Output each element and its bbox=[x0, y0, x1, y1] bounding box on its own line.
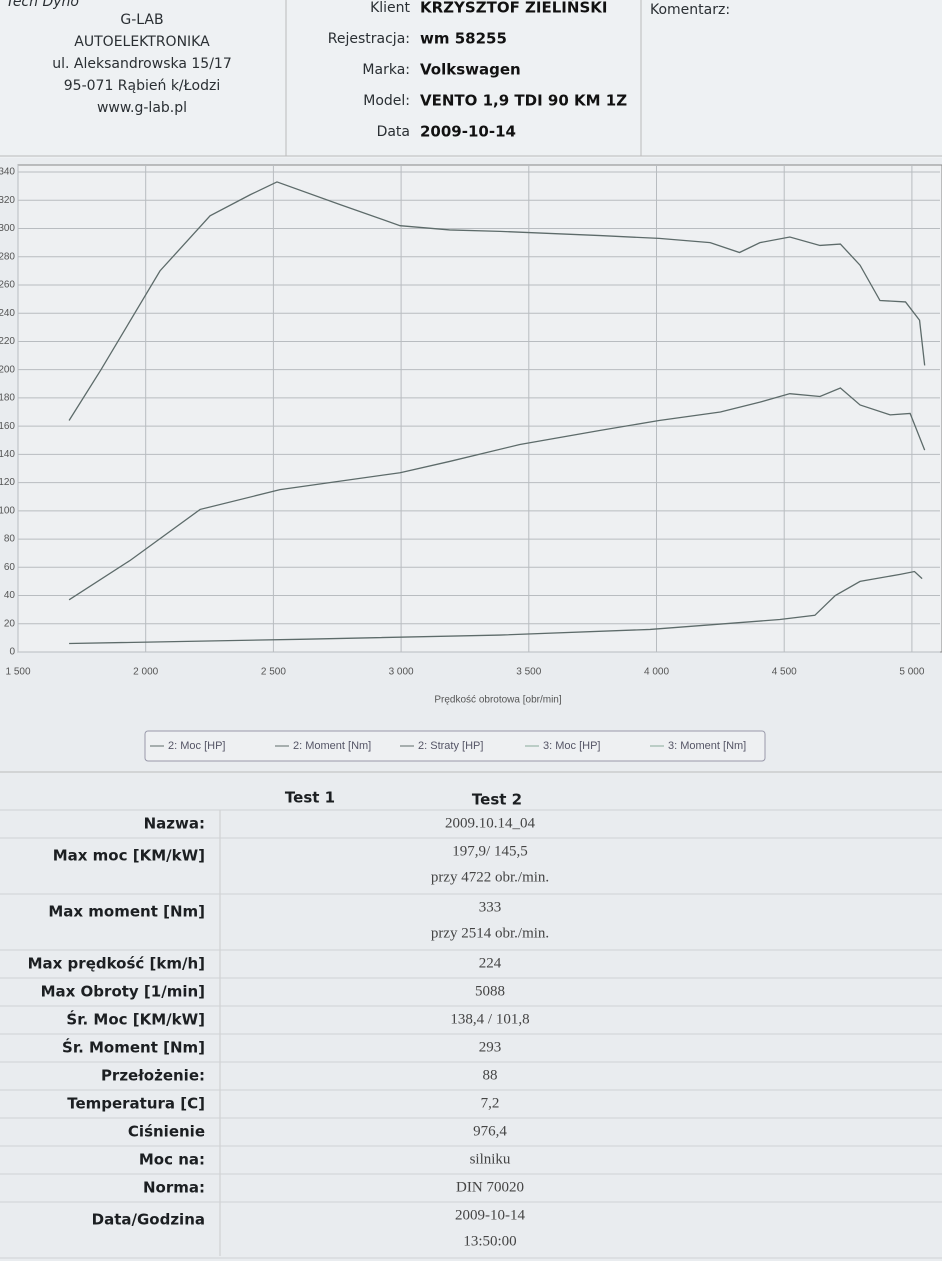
row-value: przy 2514 obr./min. bbox=[431, 925, 549, 941]
legend-label: 3: Moc [HP] bbox=[543, 740, 600, 752]
row-label: Ciśnienie bbox=[128, 1123, 205, 1141]
field-value: VENTO 1,9 TDI 90 KM 1Z bbox=[420, 92, 627, 110]
x-tick-label: 2 000 bbox=[133, 667, 158, 678]
x-axis-label: Prędkość obrotowa [obr/min] bbox=[434, 695, 562, 706]
field-label: Rejestracja: bbox=[328, 31, 410, 47]
y-tick-label: 160 bbox=[0, 421, 15, 432]
row-label: Moc na: bbox=[139, 1151, 205, 1169]
comment-label: Komentarz: bbox=[650, 2, 730, 18]
y-tick-label: 200 bbox=[0, 364, 15, 375]
row-label: Max prędkość [km/h] bbox=[28, 955, 205, 973]
company-line: AUTOELEKTRONIKA bbox=[74, 34, 210, 50]
company-line: G-LAB bbox=[120, 12, 163, 28]
row-value: DIN 70020 bbox=[456, 1179, 524, 1195]
y-tick-label: 60 bbox=[4, 562, 16, 573]
row-label: Norma: bbox=[143, 1179, 205, 1197]
y-tick-label: 300 bbox=[0, 223, 15, 234]
x-tick-label: 4 500 bbox=[772, 667, 797, 678]
y-tick-label: 240 bbox=[0, 308, 15, 319]
y-tick-label: 220 bbox=[0, 336, 15, 347]
x-tick-label: 3 000 bbox=[389, 667, 414, 678]
row-label: Temperatura [C] bbox=[67, 1095, 205, 1113]
y-tick-label: 0 bbox=[9, 647, 15, 658]
y-tick-label: 140 bbox=[0, 449, 15, 460]
x-tick-label: 2 500 bbox=[261, 667, 286, 678]
company-line: ul. Aleksandrowska 15/17 bbox=[52, 56, 231, 72]
y-tick-label: 20 bbox=[4, 618, 16, 629]
series-line bbox=[69, 570, 923, 645]
company-line: 95-071 Rąbień k/Łodzi bbox=[64, 78, 220, 94]
field-label: Klient bbox=[370, 0, 410, 16]
legend-box bbox=[144, 730, 766, 762]
column-header: Test 1 bbox=[285, 789, 335, 807]
row-value: 5088 bbox=[475, 983, 505, 999]
y-tick-label: 80 bbox=[4, 534, 16, 545]
field-value: 2009-10-14 bbox=[420, 123, 516, 141]
y-tick-label: 40 bbox=[4, 590, 16, 601]
series-line bbox=[68, 387, 926, 601]
row-value: 2009.10.14_04 bbox=[445, 815, 536, 831]
row-value: silniku bbox=[470, 1151, 511, 1167]
row-value: 197,9/ 145,5 bbox=[452, 843, 527, 859]
row-value: 333 bbox=[479, 899, 502, 915]
y-tick-label: 100 bbox=[0, 505, 15, 516]
y-tick-label: 120 bbox=[0, 477, 15, 488]
y-tick-label: 340 bbox=[0, 167, 15, 178]
field-value: wm 58255 bbox=[420, 30, 507, 48]
row-value: 138,4 / 101,8 bbox=[450, 1011, 529, 1027]
field-label: Marka: bbox=[362, 62, 410, 78]
row-value: 293 bbox=[479, 1039, 502, 1055]
legend-label: 3: Moment [Nm] bbox=[668, 740, 746, 752]
row-label: Max moc [KM/kW] bbox=[53, 847, 205, 865]
company-line: www.g-lab.pl bbox=[97, 100, 187, 116]
row-label: Śr. Moment [Nm] bbox=[62, 1038, 205, 1057]
row-value: 13:50:00 bbox=[463, 1233, 516, 1249]
field-value: KRZYSZTOF ZIELIŃSKI bbox=[420, 0, 607, 17]
row-label: Nazwa: bbox=[144, 815, 205, 833]
header-bg bbox=[0, 0, 942, 158]
x-tick-label: 1 500 bbox=[5, 667, 30, 678]
row-value: 88 bbox=[483, 1067, 498, 1083]
row-label: Data/Godzina bbox=[92, 1211, 205, 1229]
row-label: Śr. Moc [KM/kW] bbox=[66, 1010, 205, 1029]
row-value: przy 4722 obr./min. bbox=[431, 869, 549, 885]
field-label: Model: bbox=[363, 93, 410, 109]
field-label: Data bbox=[377, 124, 410, 140]
row-label: Max Obroty [1/min] bbox=[41, 983, 205, 1001]
x-tick-label: 5 000 bbox=[899, 667, 924, 678]
legend-label: 2: Moc [HP] bbox=[168, 740, 225, 752]
field-value: Volkswagen bbox=[420, 61, 521, 79]
row-value: 976,4 bbox=[473, 1123, 507, 1139]
y-tick-label: 320 bbox=[0, 195, 15, 206]
x-tick-label: 3 500 bbox=[516, 667, 541, 678]
row-label: Max moment [Nm] bbox=[48, 903, 205, 921]
row-value: 7,2 bbox=[481, 1095, 500, 1111]
column-header: Test 2 bbox=[472, 791, 522, 809]
y-tick-label: 180 bbox=[0, 393, 15, 404]
row-value: 224 bbox=[479, 955, 502, 971]
brand: Tech Dyno bbox=[6, 0, 79, 10]
row-value: 2009-10-14 bbox=[455, 1207, 525, 1223]
row-label: Przełożenie: bbox=[101, 1067, 205, 1085]
legend-label: 2: Moment [Nm] bbox=[293, 740, 371, 752]
legend-label: 2: Straty [HP] bbox=[418, 740, 483, 752]
plot-area bbox=[17, 164, 942, 653]
series-line bbox=[68, 181, 926, 421]
x-tick-label: 4 000 bbox=[644, 667, 669, 678]
y-tick-label: 260 bbox=[0, 280, 15, 291]
y-tick-label: 280 bbox=[0, 251, 15, 262]
